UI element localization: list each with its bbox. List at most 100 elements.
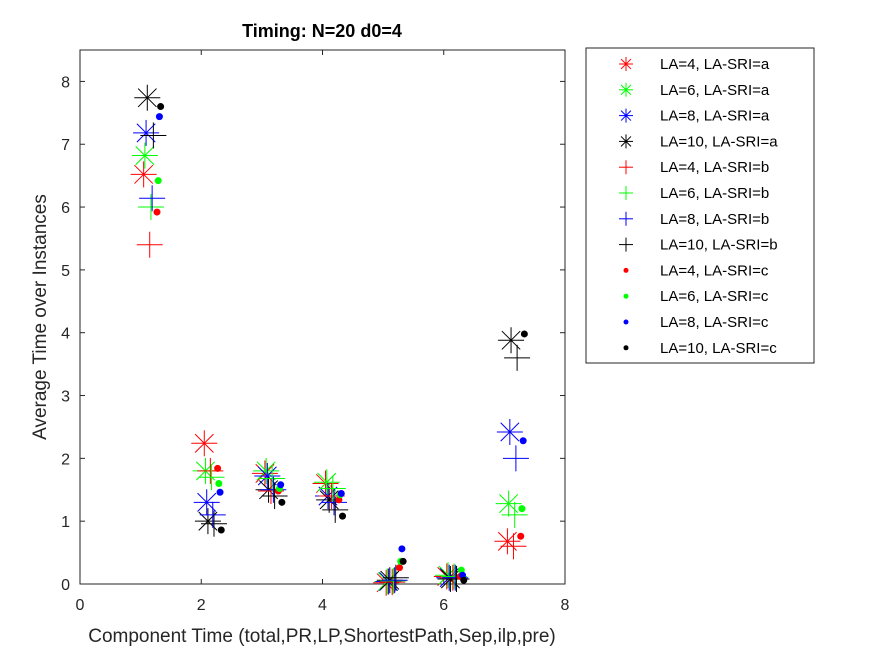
data-point (518, 505, 526, 513)
x-tick-label: 6 (439, 597, 448, 614)
legend-entry: LA=10, LA-SRI=c (623, 340, 777, 357)
data-point (519, 437, 527, 445)
legend-entry: LA=8, LA-SRI=a (619, 108, 770, 125)
x-tick-label: 0 (76, 597, 85, 614)
legend-entry: LA=8, LA-SRI=c (623, 314, 769, 331)
data-point (217, 526, 225, 534)
data-point (501, 501, 528, 528)
x-tick-label: 4 (318, 597, 327, 614)
legend-marker (619, 82, 633, 97)
legend-marker (619, 186, 633, 200)
legend-entry: LA=4, LA-SRI=a (619, 56, 770, 73)
data-point (313, 469, 340, 496)
x-tick-label: 8 (561, 597, 570, 614)
data-point (157, 103, 165, 111)
data-point (460, 576, 468, 584)
data-point (520, 330, 528, 338)
y-tick-label: 3 (61, 389, 70, 406)
legend-marker (623, 293, 629, 299)
data-point (380, 567, 407, 594)
legend-marker (619, 160, 633, 175)
data-point (134, 84, 161, 111)
y-tick-label: 5 (61, 263, 70, 280)
data-point (261, 483, 288, 510)
plot-area (79, 49, 566, 585)
legend-marker (623, 345, 629, 351)
series-8 (140, 122, 531, 592)
axis-ticks: 0 2 4 6 8 0 1 2 3 4 5 6 7 8 (61, 50, 570, 614)
data-point (517, 532, 525, 540)
data-point (216, 488, 224, 496)
series-6 (137, 194, 528, 594)
legend-entry: LA=6, LA-SRI=b (619, 185, 769, 202)
series-12 (157, 103, 528, 584)
legend-label: LA=6, LA-SRI=c (660, 288, 769, 305)
data-point (198, 464, 225, 491)
legend-marker (619, 57, 633, 71)
x-tick-label: 2 (197, 597, 206, 614)
legend-label: LA=4, LA-SRI=c (660, 262, 769, 279)
data-point (321, 489, 348, 516)
y-tick-label: 8 (61, 74, 70, 91)
data-point (194, 508, 221, 535)
y-tick-label: 7 (61, 137, 70, 154)
data-point (133, 119, 160, 146)
data-point (155, 113, 163, 121)
y-tick-label: 6 (61, 200, 70, 217)
legend-label: LA=8, LA-SRI=a (660, 108, 770, 125)
legend-marker (619, 108, 633, 123)
legend-marker (623, 319, 629, 325)
data-point (337, 490, 345, 498)
chart-title: Timing: N=20 d0=4 (242, 21, 402, 41)
legend-label: LA=6, LA-SRI=a (660, 82, 770, 99)
data-point (395, 564, 403, 572)
y-tick-label: 2 (61, 451, 70, 468)
data-point (254, 462, 281, 489)
legend-marker (619, 134, 633, 149)
data-point (136, 231, 163, 258)
data-point (382, 564, 409, 591)
data-point (193, 489, 220, 516)
data-point (504, 344, 531, 371)
data-point (381, 567, 408, 594)
x-axis-label: Component Time (total,PR,LP,ShortestPath… (88, 626, 556, 647)
axes-box (79, 49, 566, 585)
data-point (259, 465, 286, 492)
data-marks (130, 84, 531, 596)
legend-entry: LA=10, LA-SRI=a (619, 133, 778, 150)
data-point (502, 445, 529, 472)
data-point (398, 545, 406, 553)
legend: LA=4, LA-SRI=a LA=6, LA-SRI=a LA=8, LA-SRI… (585, 47, 815, 364)
data-point (200, 510, 227, 537)
data-point (131, 142, 158, 169)
data-point (277, 481, 285, 489)
legend-marker (619, 211, 633, 226)
data-point (498, 327, 525, 354)
data-point (153, 208, 161, 216)
data-point (139, 185, 166, 212)
legend-label: LA=8, LA-SRI=b (660, 211, 769, 228)
legend-entry: LA=6, LA-SRI=c (623, 288, 769, 305)
y-tick-label: 0 (61, 577, 70, 594)
data-point (154, 177, 162, 185)
data-point (130, 161, 157, 188)
legend-label: LA=4, LA-SRI=a (660, 56, 770, 73)
series-11 (155, 113, 527, 579)
data-point (215, 479, 223, 487)
y-tick-label: 1 (61, 514, 70, 531)
y-tick-label: 4 (61, 326, 70, 343)
data-point (339, 512, 347, 520)
data-point (322, 496, 349, 523)
legend-label: LA=10, LA-SRI=b (660, 237, 778, 254)
legend-label: LA=6, LA-SRI=b (660, 185, 769, 202)
legend-entry: LA=4, LA-SRI=c (623, 262, 769, 279)
data-point (495, 490, 522, 517)
y-axis-label: Average Time over Instances (30, 194, 51, 440)
legend-label: LA=10, LA-SRI=c (660, 340, 777, 357)
legend-entry: LA=8, LA-SRI=b (619, 211, 769, 228)
data-point (379, 569, 406, 596)
legend-box (585, 47, 815, 364)
data-point (278, 498, 286, 506)
legend-label: LA=10, LA-SRI=a (660, 133, 778, 150)
